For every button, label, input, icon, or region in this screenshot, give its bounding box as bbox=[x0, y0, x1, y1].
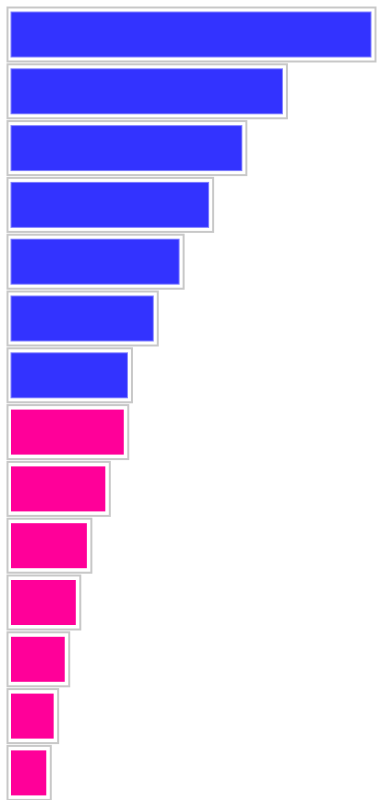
bar-fill bbox=[11, 636, 65, 682]
bar-fill bbox=[11, 523, 87, 569]
bar-fill bbox=[10, 68, 283, 115]
bar-4 bbox=[6, 176, 215, 233]
bar-9 bbox=[6, 460, 111, 517]
bar-fill bbox=[11, 409, 124, 455]
bar-1 bbox=[6, 6, 377, 63]
bar-7 bbox=[6, 347, 133, 404]
bar-fill bbox=[11, 693, 54, 739]
bar-fill bbox=[10, 352, 128, 399]
bar-fill bbox=[10, 181, 210, 228]
bar-fill bbox=[10, 125, 243, 172]
bar-fill bbox=[11, 750, 47, 796]
bar-fill bbox=[11, 466, 106, 512]
bar-fill bbox=[10, 295, 154, 342]
bar-13 bbox=[6, 688, 60, 745]
bars-layer bbox=[6, 6, 377, 800]
bar-5 bbox=[6, 233, 185, 290]
bar-8 bbox=[6, 404, 130, 461]
bar-2 bbox=[6, 63, 288, 120]
bar-3 bbox=[6, 120, 248, 177]
bar-10 bbox=[6, 517, 93, 574]
bar-11 bbox=[6, 574, 82, 631]
bar-fill bbox=[11, 580, 76, 625]
bar-14 bbox=[6, 744, 52, 800]
bar-fill bbox=[10, 11, 372, 58]
bar-fill bbox=[10, 238, 180, 285]
bar-6 bbox=[6, 290, 159, 347]
bar-12 bbox=[6, 631, 71, 688]
